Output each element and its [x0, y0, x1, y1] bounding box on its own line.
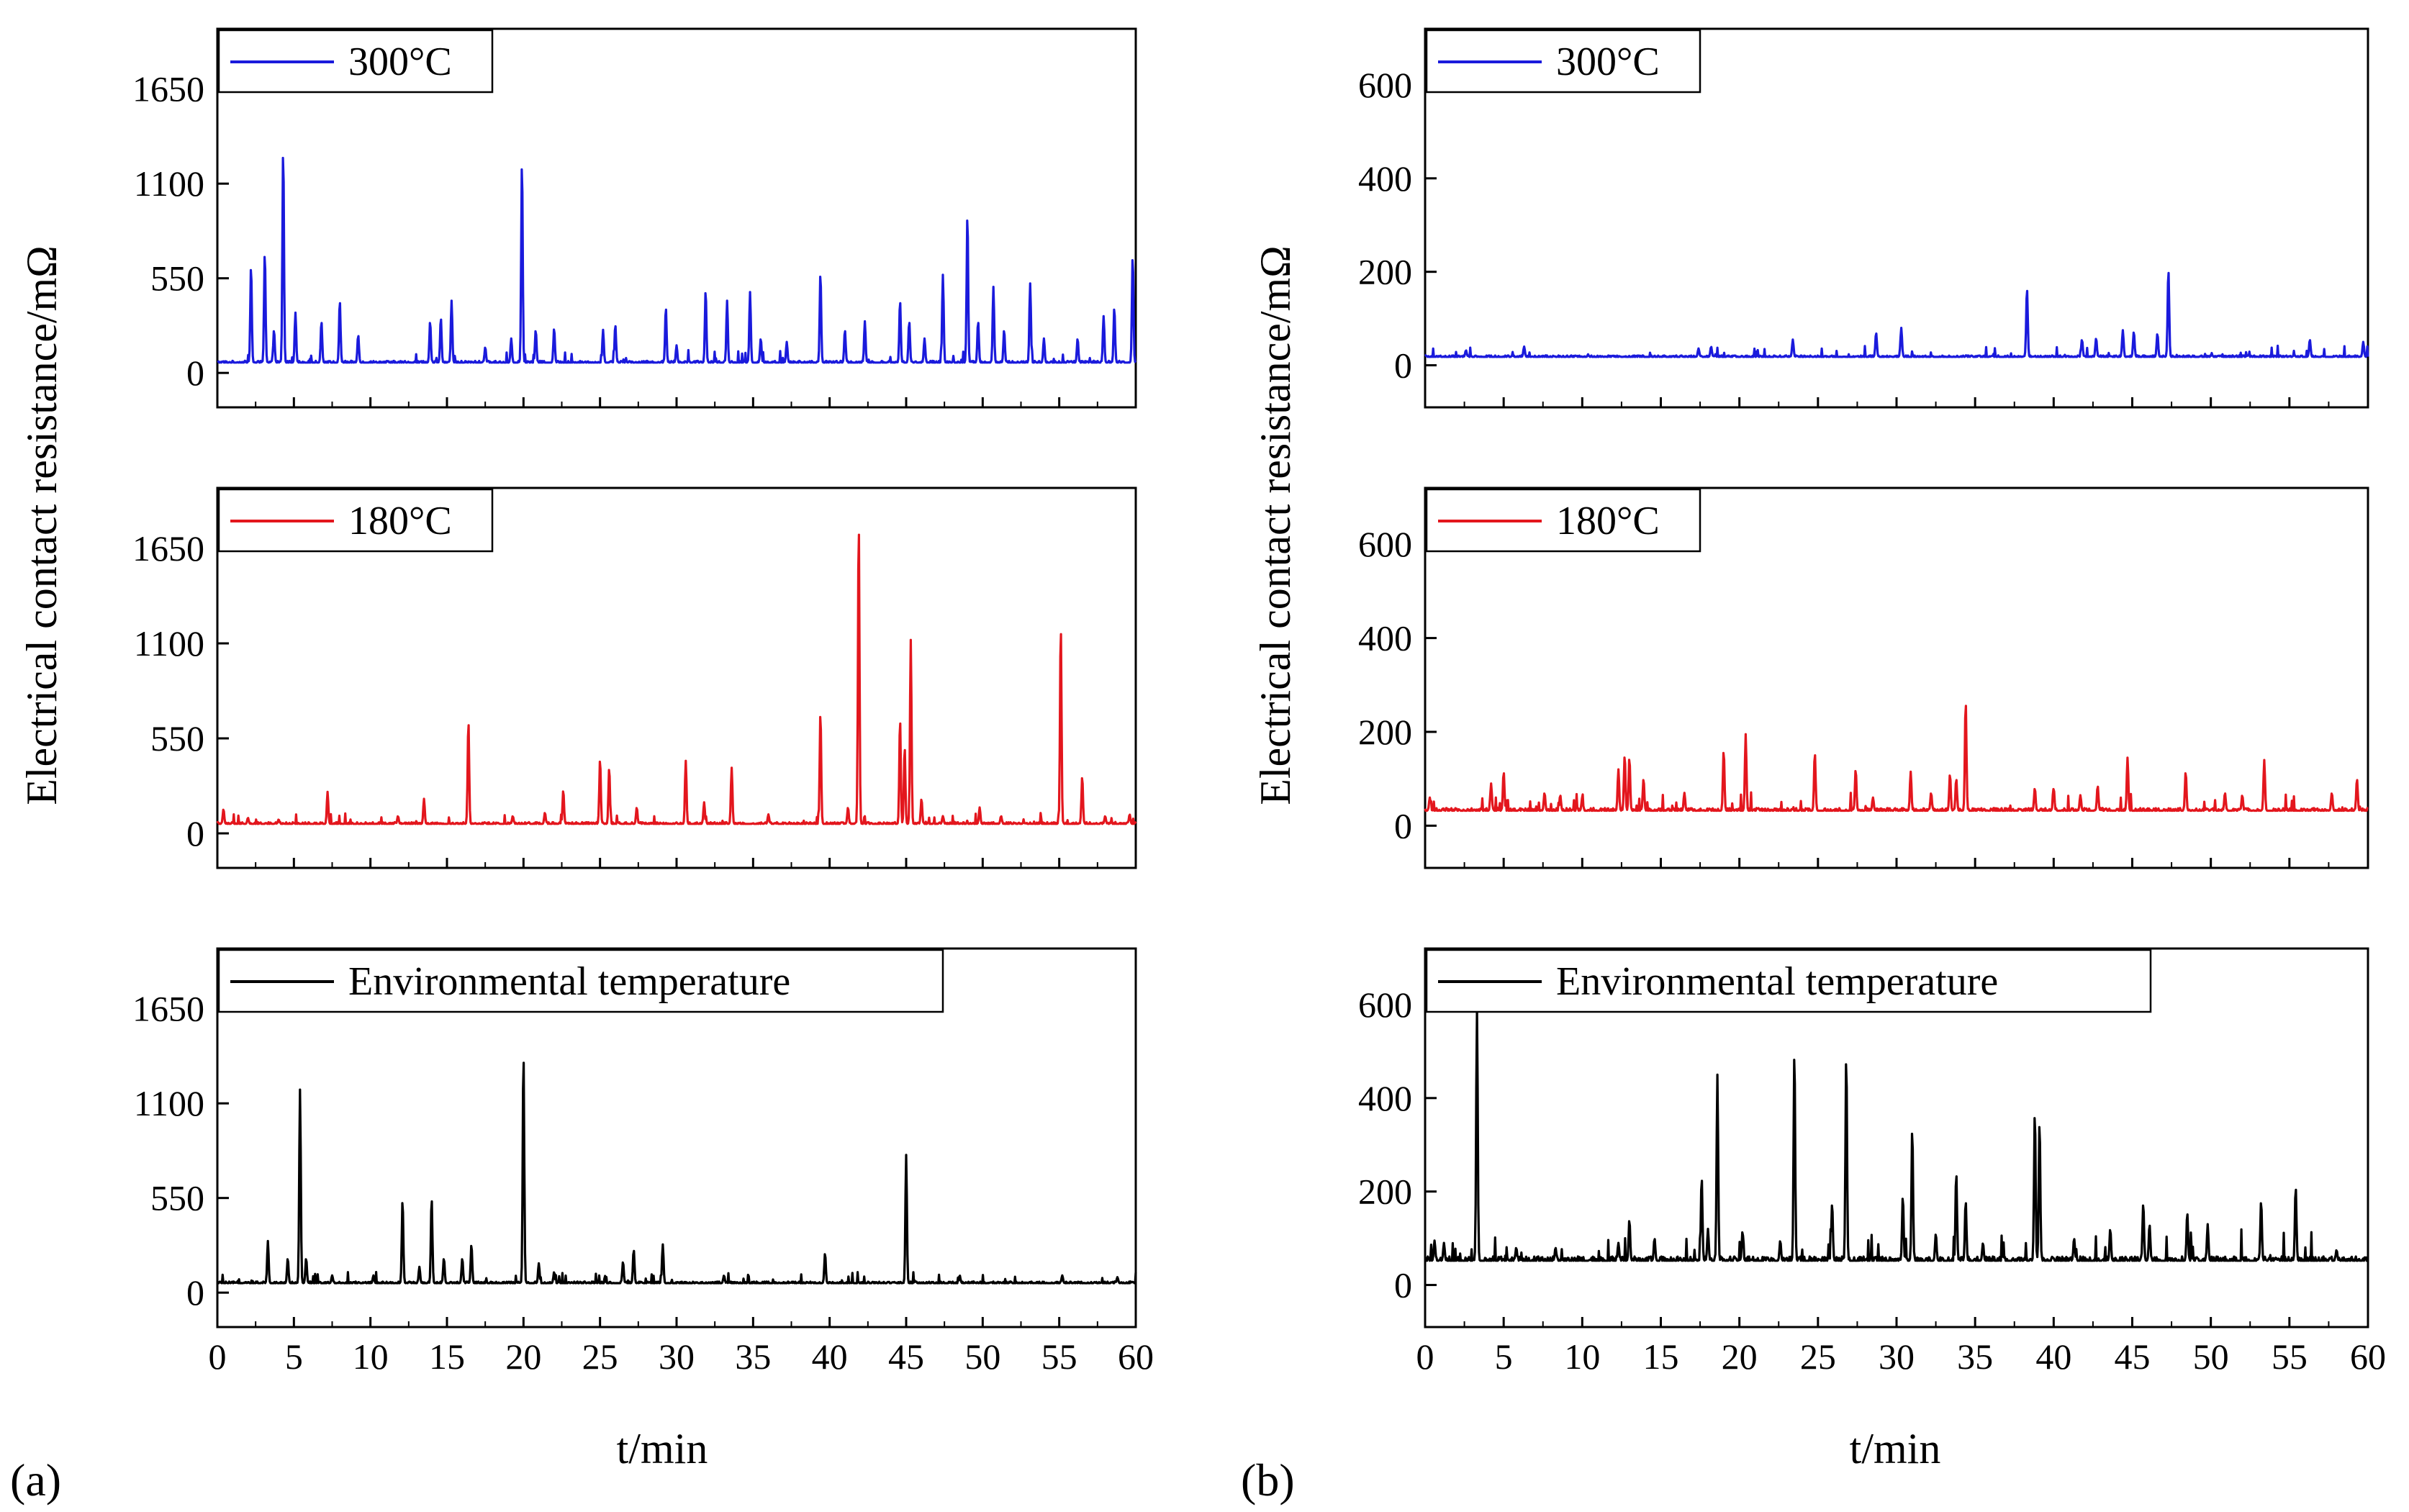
x-tick-label: 35: [1957, 1336, 1993, 1377]
x-tick-label: 25: [1800, 1336, 1836, 1377]
y-tick-label: 600: [1358, 65, 1412, 105]
legend-label: Environmental temperature: [348, 959, 790, 1004]
x-tick-label: 45: [2115, 1336, 2151, 1377]
y-tick-label: 550: [150, 1178, 204, 1218]
y-tick-label: 1100: [134, 1083, 204, 1123]
x-tick-label: 50: [964, 1336, 1000, 1377]
subplot-b-300: 0 200 400 600 300°C: [1358, 27, 2369, 409]
y-axis-title-b: Electrical contact resistance/mΩ: [1252, 245, 1299, 805]
legend-box: [1425, 949, 2152, 1013]
y-tick-label: 0: [186, 1272, 204, 1313]
y-tick-label: 0: [186, 353, 204, 393]
x-tick-label: 0: [1416, 1336, 1434, 1377]
x-tick-label: 40: [812, 1336, 848, 1377]
y-tick-label: 400: [1358, 618, 1412, 658]
x-tick-label: 5: [1495, 1336, 1513, 1377]
series-line: [1424, 1008, 2369, 1262]
y-tick-label: 1650: [132, 69, 204, 109]
x-tick-label: 60: [2350, 1336, 2386, 1377]
x-tick-label: 60: [1118, 1336, 1154, 1377]
x-tick-label: 20: [505, 1336, 541, 1377]
legend-label: 300°C: [348, 40, 452, 84]
y-tick-label: 600: [1358, 984, 1412, 1025]
x-tick-label: 40: [2035, 1336, 2071, 1377]
subplot-a-300: 0 550 1100 1650 300°C: [132, 27, 1137, 409]
y-tick-label: 0: [1394, 345, 1412, 386]
y-tick-label: 200: [1358, 1172, 1412, 1212]
y-tick-label: 200: [1358, 712, 1412, 752]
y-tick-label: 1100: [134, 623, 204, 664]
legend-label: Environmental temperature: [1556, 959, 1998, 1004]
legend-label: 180°C: [1556, 499, 1660, 543]
x-tick-label: 15: [1643, 1336, 1679, 1377]
y-tick-label: 0: [1394, 1265, 1412, 1305]
y-axis-title-a: Electrical contact resistance/mΩ: [18, 245, 65, 805]
x-tick-label: 30: [659, 1336, 695, 1377]
y-tick-label: 550: [150, 258, 204, 299]
series-line: [216, 533, 1137, 825]
series-line: [217, 156, 1137, 364]
legend-box: [217, 949, 944, 1013]
legend-label: 180°C: [348, 499, 452, 543]
y-tick-label: 1650: [132, 989, 204, 1029]
x-tick-label: 50: [2193, 1336, 2229, 1377]
y-tick-label: 400: [1358, 158, 1412, 199]
y-tick-label: 0: [1394, 805, 1412, 846]
x-tick-label: 35: [735, 1336, 771, 1377]
panel-label-b: (b): [1241, 1454, 1295, 1506]
subplot-b-180: 0 200 400 600 180°C: [1358, 486, 2369, 869]
series-line: [1424, 271, 2369, 358]
legend-label: 300°C: [1556, 40, 1660, 84]
x-tick-label: 10: [1564, 1336, 1600, 1377]
x-tick-label: 55: [1041, 1336, 1077, 1377]
series-line: [1424, 705, 2369, 812]
panel-label-a: (a): [10, 1454, 61, 1506]
y-tick-label: 1100: [134, 163, 204, 204]
y-tick-label: 200: [1358, 252, 1412, 292]
x-tick-label: 20: [1722, 1336, 1758, 1377]
subplot-a-env: 0 550 1100 1650 0 5 10 15 20 25 30 35 40 45 50 55 60 Envi…: [132, 947, 1154, 1377]
x-axis-title-a: t/min: [617, 1425, 708, 1472]
x-tick-label: 10: [353, 1336, 389, 1377]
x-tick-label: 25: [582, 1336, 618, 1377]
x-tick-label: 5: [285, 1336, 303, 1377]
y-tick-label: 1650: [132, 528, 204, 569]
x-tick-label: 45: [888, 1336, 924, 1377]
x-tick-label: 30: [1879, 1336, 1915, 1377]
series-line: [216, 1061, 1137, 1285]
y-tick-label: 550: [150, 718, 204, 759]
subplot-a-180: 0 550 1100 1650 180°C: [132, 486, 1137, 869]
y-tick-label: 600: [1358, 524, 1412, 564]
x-tick-label: 0: [209, 1336, 227, 1377]
x-tick-label: 55: [2272, 1336, 2308, 1377]
y-tick-label: 400: [1358, 1078, 1412, 1118]
subplot-b-env: 0 200 400 600 0 5 10 15 20 25 30 35 40 45 50 55 60 Enviro…: [1358, 947, 2386, 1377]
y-tick-label: 0: [186, 813, 204, 854]
x-tick-label: 15: [429, 1336, 465, 1377]
x-axis-title-b: t/min: [1850, 1425, 1941, 1472]
